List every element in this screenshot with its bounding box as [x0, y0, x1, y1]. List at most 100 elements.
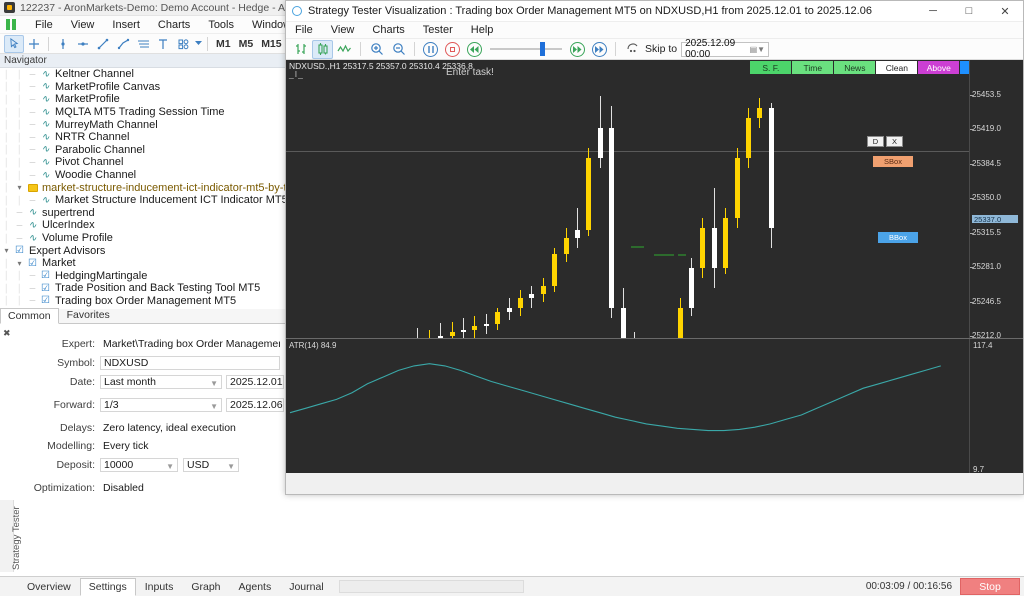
tree-toggle[interactable]: ─	[16, 220, 23, 230]
timeframe-m1[interactable]: M1	[216, 37, 231, 50]
horizontal-line-icon[interactable]	[73, 35, 93, 53]
tree-item[interactable]: │ ─ ∿ Volume Profile	[4, 232, 113, 245]
tree-item[interactable]: │ │ ─ ☑ HedgingMartingale	[4, 269, 148, 282]
bottom-tab-agents[interactable]: Agents	[238, 581, 272, 593]
close-icon[interactable]: ✖	[3, 328, 11, 338]
crosshair-icon[interactable]	[24, 35, 44, 53]
chart-button-clean[interactable]: Clean	[876, 61, 918, 74]
currency-select[interactable]: USD ▼	[183, 457, 239, 472]
speed-slider[interactable]	[490, 42, 562, 56]
pause-icon[interactable]	[420, 40, 441, 59]
speed-slider-knob[interactable]	[540, 42, 545, 56]
viz-menu-charts[interactable]: Charts	[372, 24, 405, 36]
fast-forward-icon[interactable]	[589, 40, 610, 59]
date-from-field[interactable]: 2025.12.01	[226, 374, 284, 389]
line-chart-icon[interactable]	[334, 40, 355, 59]
tree-item[interactable]: │ │ ─ ☑ Trading box Order Management MT5	[4, 294, 237, 307]
skip-to-input[interactable]: 2025.12.09 00:00 ▤▼	[681, 38, 770, 60]
trendline-icon[interactable]	[93, 35, 113, 53]
tree-item[interactable]: │ │ ─ ∿ MarketProfile	[4, 93, 120, 106]
tree-toggle[interactable]: ▾	[17, 183, 22, 193]
polyline-icon[interactable]	[113, 35, 133, 53]
tree-toggle[interactable]: ─	[29, 107, 36, 117]
shapes-dropdown-icon[interactable]	[193, 35, 203, 53]
tree-item[interactable]: │ │ ─ ∿ Keltner Channel	[4, 68, 134, 81]
tree-toggle[interactable]: ─	[29, 145, 36, 155]
bottom-tab-settings[interactable]: Settings	[79, 578, 136, 596]
d-button[interactable]: D	[867, 136, 884, 147]
tree-item[interactable]: │ │ ─ ∿ Parabolic Channel	[4, 143, 145, 156]
chart-button-above[interactable]: Above	[918, 61, 960, 74]
expert-field[interactable]: Market\Trading box Order Management MT5.…	[100, 336, 280, 351]
navigator-tree[interactable]: │ │ ─ ∿ Keltner Channel │ │ ─ ∿ MarketProfile Can…	[0, 68, 286, 308]
viz-menu-file[interactable]: File	[295, 24, 313, 36]
strategy-tester-vertical-tab[interactable]: Strategy Tester	[0, 500, 22, 572]
chart-area[interactable]: NDXUSD.,H1 25317.5 25357.0 25310.4 25336…	[286, 60, 1023, 492]
bar-chart-icon[interactable]	[290, 40, 311, 59]
forward-date-field[interactable]: 2025.12.06	[226, 397, 284, 412]
date-range-select[interactable]: Last month ▼	[100, 374, 222, 389]
tree-toggle[interactable]: ─	[29, 283, 36, 293]
optimization-field[interactable]: Disabled	[100, 480, 280, 495]
menu-item-insert[interactable]: Insert	[112, 18, 140, 31]
timeframe-m5[interactable]: M5	[238, 37, 254, 50]
text-icon[interactable]	[153, 35, 173, 53]
viz-menu-view[interactable]: View	[330, 24, 355, 36]
tree-toggle[interactable]: ─	[29, 195, 36, 205]
candlestick-icon[interactable]	[312, 39, 333, 59]
atr-indicator-subwindow[interactable]: ATR(14) 84.9 117.4 9.7	[286, 338, 1023, 476]
tree-item[interactable]: │ │ ─ ∿ MQLTA MT5 Trading Session Time	[4, 106, 225, 119]
atr-price-scale[interactable]: 117.4 9.7	[969, 339, 1023, 476]
tree-toggle[interactable]: ─	[16, 208, 23, 218]
tree-item[interactable]: │ │ ─ ∿ Market Structure Inducement ICT Indi…	[0, 194, 286, 207]
tree-item[interactable]: │ │ ─ ∿ MurreyMath Channel	[4, 118, 158, 131]
tree-item[interactable]: ▾ ☑ Expert Advisors	[0, 244, 286, 257]
tree-toggle[interactable]: ─	[29, 157, 36, 167]
zoom-out-icon[interactable]	[388, 40, 409, 59]
zoom-in-icon[interactable]	[366, 40, 387, 59]
tree-toggle[interactable]: ─	[29, 94, 36, 104]
menu-item-view[interactable]: View	[70, 18, 95, 31]
calendar-dropdown-icon[interactable]: ▤▼	[749, 44, 766, 54]
tree-item[interactable]: │ ▾ market-structure-inducement-ict-indica…	[0, 181, 286, 194]
tree-toggle[interactable]: ─	[29, 69, 36, 79]
sbox-label[interactable]: SBox	[873, 156, 913, 167]
tree-toggle[interactable]: ─	[29, 170, 36, 180]
symbol-field[interactable]: NDXUSD	[100, 355, 280, 370]
tree-item[interactable]: │ │ ─ ∿ Woodie Channel	[4, 169, 137, 182]
tree-toggle[interactable]: ─	[16, 233, 23, 243]
tree-item[interactable]: │ │ ─ ☑ Trade Position and Back Testing Tool…	[4, 282, 261, 295]
deposit-select[interactable]: 10000 ▼	[100, 457, 178, 472]
chart-button-time[interactable]: Time	[792, 61, 834, 74]
viz-menu-tester[interactable]: Tester	[422, 24, 453, 36]
tree-toggle[interactable]: ▾	[17, 258, 22, 268]
vertical-line-icon[interactable]	[53, 35, 73, 53]
shapes-icon[interactable]	[173, 35, 193, 53]
tree-item[interactable]: │ │ ─ ∿ NRTR Channel	[4, 131, 130, 144]
tree-toggle[interactable]: ─	[29, 132, 36, 142]
chart-button-news[interactable]: News	[834, 61, 876, 74]
chart-button-sf[interactable]: S. F.	[750, 61, 792, 74]
stop-button[interactable]: Stop	[960, 578, 1020, 595]
viz-menu-help[interactable]: Help	[470, 24, 494, 36]
tree-item[interactable]: │ ▾ ☑ Market	[4, 257, 76, 270]
bottom-tab-journal[interactable]: Journal	[289, 581, 324, 593]
forward-select[interactable]: 1/3 ▼	[100, 397, 222, 412]
bbox-label[interactable]: BBox	[878, 232, 918, 243]
slow-down-icon[interactable]	[464, 40, 485, 59]
menu-item-file[interactable]: File	[35, 18, 53, 31]
tree-toggle[interactable]: ─	[29, 82, 36, 92]
tree-toggle[interactable]: ─	[29, 296, 36, 306]
tree-item[interactable]: │ ─ ∿ supertrend	[4, 206, 95, 219]
tree-toggle[interactable]: ─	[29, 271, 36, 281]
tab-favorites[interactable]: Favorites	[66, 309, 110, 321]
tree-item[interactable]: │ │ ─ ∿ MarketProfile Canvas	[4, 80, 161, 93]
stop-icon[interactable]	[442, 40, 463, 59]
speed-up-icon[interactable]	[567, 40, 588, 59]
delays-field[interactable]: Zero latency, ideal execution	[100, 420, 280, 435]
bottom-tab-inputs[interactable]: Inputs	[144, 581, 174, 593]
menu-item-charts[interactable]: Charts	[157, 18, 191, 31]
tree-item[interactable]: │ │ ─ ∿ Pivot Channel	[4, 156, 124, 169]
tab-common[interactable]: Common	[0, 308, 59, 324]
modelling-field[interactable]: Every tick	[100, 438, 280, 453]
